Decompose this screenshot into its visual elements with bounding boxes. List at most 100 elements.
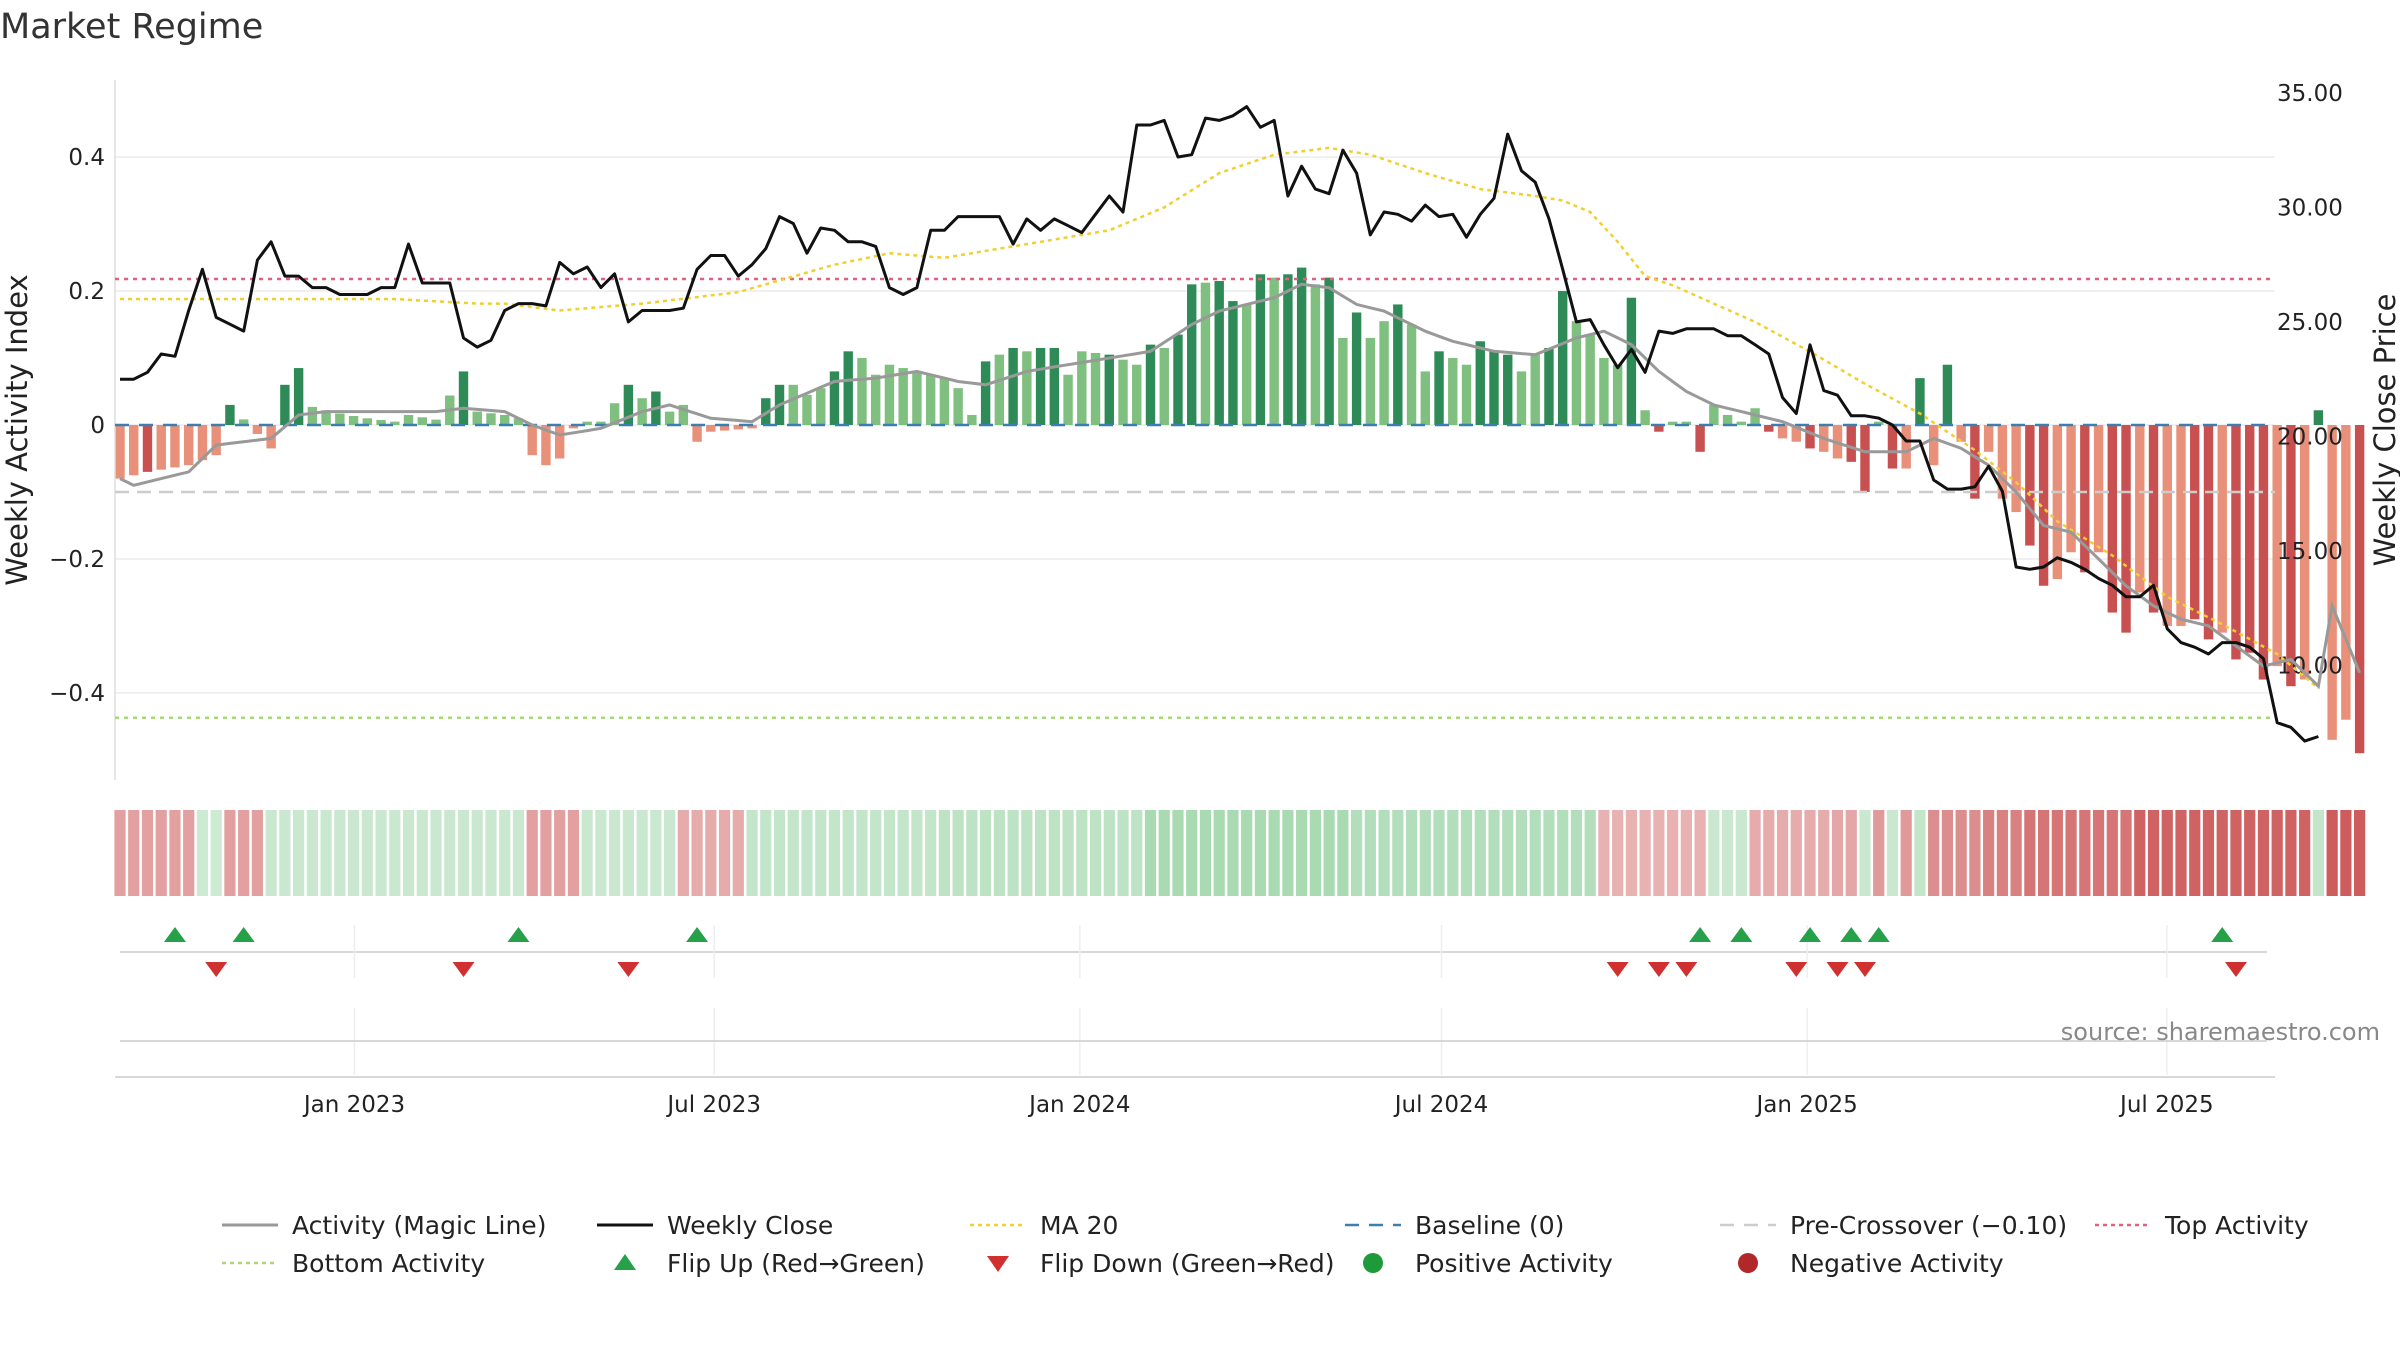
- activity-bar: [1434, 351, 1444, 425]
- regime-cell: [622, 810, 634, 896]
- regime-cell: [1598, 810, 1610, 896]
- regime-cell: [1158, 810, 1170, 896]
- legend-label: MA 20: [1040, 1211, 1118, 1240]
- legend-label: Baseline (0): [1415, 1211, 1564, 1240]
- legend-item: Weekly Close: [597, 1211, 833, 1240]
- activity-bar: [1228, 301, 1238, 425]
- activity-bar: [1736, 421, 1747, 425]
- regime-cell: [1254, 810, 1267, 896]
- regime-cell: [1818, 810, 1830, 896]
- activity-bar: [1324, 277, 1334, 425]
- activity-bar: [486, 413, 496, 425]
- regime-cell: [2120, 810, 2132, 896]
- regime-cell: [1089, 810, 1102, 896]
- legend-item: Flip Down (Green→Red): [987, 1249, 1335, 1278]
- activity-bar: [1750, 408, 1760, 425]
- regime-cell: [1667, 810, 1679, 896]
- activity-bar: [142, 425, 153, 472]
- activity-bar: [884, 364, 895, 425]
- activity-bar: [1351, 312, 1362, 425]
- activity-bar: [1571, 321, 1582, 425]
- x-tick-label: Jan 2025: [1755, 1092, 1858, 1118]
- regime-cell: [1351, 810, 1363, 896]
- regime-cell: [2092, 810, 2105, 896]
- reference-lines: [115, 277, 2275, 719]
- magic-line: [119, 282, 2361, 690]
- regime-cell: [375, 810, 387, 896]
- regime-cell: [2244, 810, 2256, 896]
- regime-cell: [2216, 810, 2228, 896]
- activity-bar: [980, 361, 991, 425]
- activity-bar: [1255, 274, 1266, 425]
- regime-cell: [1447, 810, 1459, 896]
- left-tick-label: 0.4: [68, 145, 105, 171]
- regime-cell: [1625, 810, 1637, 896]
- regime-cell: [595, 810, 607, 896]
- regime-cell: [1804, 810, 1816, 896]
- regime-cell: [828, 810, 841, 896]
- activity-bar: [170, 425, 180, 468]
- regime-cell: [1021, 810, 1033, 896]
- regime-cell: [1570, 810, 1583, 896]
- regime-cell: [718, 810, 731, 896]
- activity-bar: [719, 425, 730, 431]
- activity-bar: [953, 388, 963, 425]
- flip-down-marker: [1675, 962, 1698, 977]
- activity-bar: [1159, 347, 1169, 425]
- activity-bar: [2286, 425, 2296, 687]
- regime-cell: [842, 810, 854, 896]
- regime-cell: [1034, 810, 1047, 896]
- regime-cell: [1227, 810, 1239, 896]
- regime-cell: [224, 810, 236, 896]
- activity-bar: [2093, 425, 2104, 553]
- regime-cell: [2038, 810, 2050, 896]
- activity-bar: [376, 419, 386, 425]
- legend-item: Bottom Activity: [222, 1249, 485, 1278]
- regime-cell: [1735, 810, 1747, 896]
- left-tick-label: −0.4: [49, 681, 105, 707]
- axes: 0.4 0.2 0 −0.2 −0.4 35.00 30.00 25.00 20.00 15.00…: [49, 80, 2343, 780]
- x-tick-label: Jul 2025: [2118, 1092, 2214, 1118]
- activity-bar: [1667, 421, 1678, 425]
- activity-bar: [1516, 371, 1527, 425]
- activity-bar: [115, 425, 125, 479]
- regime-cell: [1405, 810, 1418, 896]
- flip-up-marker: [507, 927, 530, 942]
- regime-cell: [512, 810, 525, 896]
- regime-cell: [457, 810, 470, 896]
- regime-cell: [1941, 810, 1954, 896]
- regime-cell: [650, 810, 662, 896]
- regime-cell: [1474, 810, 1486, 896]
- activity-bar: [1283, 274, 1293, 425]
- activity-bar: [857, 358, 867, 425]
- flip-down-marker: [452, 962, 475, 977]
- regime-cell: [1062, 810, 1074, 896]
- legend-label: Flip Up (Red→Green): [667, 1249, 925, 1278]
- activity-bar: [2217, 425, 2227, 633]
- regime-cell: [1776, 810, 1789, 896]
- regime-cell: [114, 810, 126, 896]
- flip-up-marker: [1867, 927, 1890, 942]
- regime-cell: [1529, 810, 1541, 896]
- activity-bar: [912, 371, 922, 425]
- regime-cell: [485, 810, 497, 896]
- regime-cell: [128, 810, 140, 896]
- activity-bar: [1132, 364, 1142, 425]
- regime-cell: [265, 810, 277, 896]
- activity-bar: [1035, 347, 1046, 425]
- regime-cell: [347, 810, 360, 896]
- regime-cell: [2079, 810, 2091, 896]
- regime-cell: [1900, 810, 1912, 896]
- regime-cell: [306, 810, 318, 896]
- regime-cell: [1969, 810, 1981, 896]
- regime-cell: [925, 810, 937, 896]
- regime-cell: [361, 810, 373, 896]
- regime-cell: [691, 810, 703, 896]
- activity-bar: [568, 425, 579, 429]
- flip-up-marker: [2211, 927, 2234, 942]
- flip-up-marker: [686, 927, 709, 942]
- activity-bar: [513, 418, 524, 425]
- activity-bar: [939, 378, 950, 425]
- regime-cell: [1749, 810, 1761, 896]
